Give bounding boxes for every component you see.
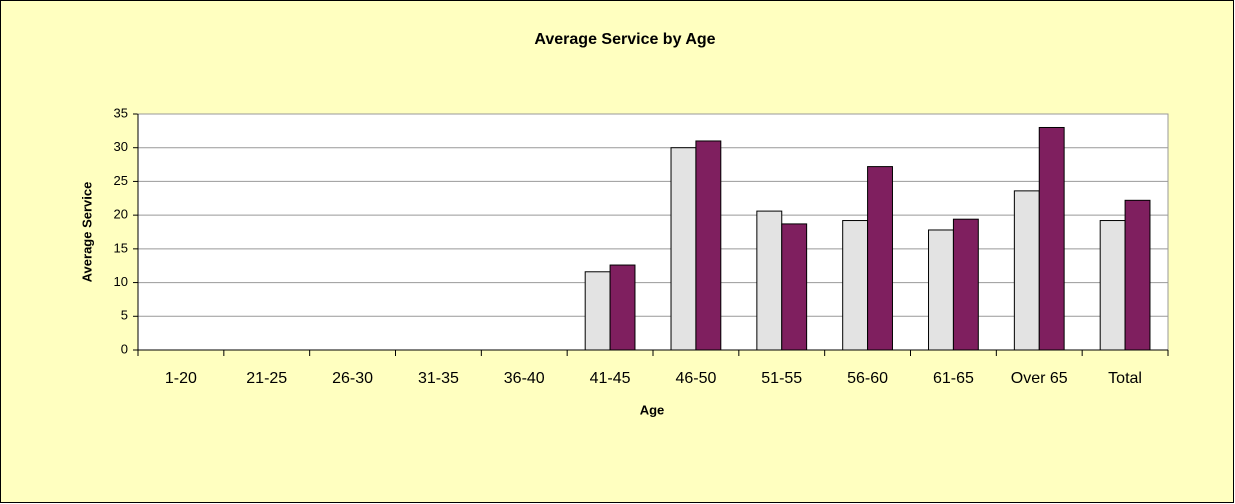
x-tick-label: 31-35 [418, 370, 459, 387]
y-axis-label: Average Service [79, 182, 94, 283]
bar [695, 140, 722, 351]
x-tick-label: 51-55 [761, 370, 802, 387]
x-tick-label: 46-50 [675, 370, 716, 387]
y-tick-label: 5 [121, 308, 128, 323]
bar [1099, 220, 1126, 351]
x-axis-label: Age [640, 402, 665, 417]
bar [609, 264, 636, 351]
bar [867, 166, 893, 351]
bar [781, 223, 808, 351]
x-tick-label: 21-25 [246, 370, 287, 387]
x-tick-label: 61-65 [933, 370, 974, 387]
x-tick-label: Over 65 [1011, 370, 1068, 387]
y-tick-label: 20 [114, 207, 128, 222]
bar [1013, 190, 1040, 351]
y-tick-label: 15 [114, 240, 128, 255]
bar [756, 210, 783, 351]
bar [842, 220, 869, 351]
bar [670, 147, 697, 351]
bar [1124, 199, 1151, 351]
bar [1038, 126, 1065, 351]
x-tick-label: 26-30 [332, 370, 373, 387]
x-tick-label: 1-20 [165, 370, 197, 387]
x-tick-label: Total [1108, 370, 1142, 387]
x-tick-label: 56-60 [847, 370, 888, 387]
bar [584, 271, 611, 351]
y-tick-label: 10 [114, 274, 128, 289]
x-tick-label: 41-45 [590, 370, 631, 387]
y-tick-label: 30 [114, 139, 128, 154]
y-tick-label: 35 [114, 105, 128, 120]
y-tick-label: 25 [114, 173, 128, 188]
x-tick-label: 36-40 [504, 370, 545, 387]
chart-title: Average Service by Age [534, 31, 715, 48]
plot-area [138, 114, 1168, 350]
bar [952, 218, 979, 351]
bar [928, 229, 954, 351]
y-tick-label: 0 [121, 341, 128, 356]
